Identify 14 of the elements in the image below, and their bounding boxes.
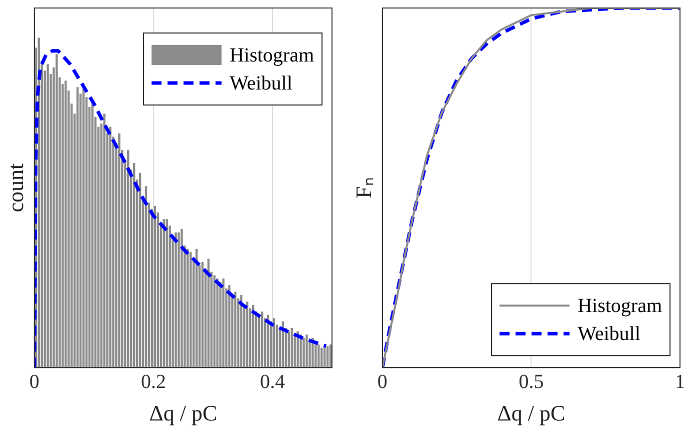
x-axis-title: Δq / pC: [149, 400, 218, 426]
x-tick-label: 0.5: [518, 370, 544, 393]
x-tick-label: 0: [29, 370, 40, 393]
y-axis-title: Fₙ: [350, 177, 376, 198]
legend-label: Histogram: [578, 294, 662, 317]
x-axis-title: Δq / pC: [497, 400, 566, 426]
legend-label: Histogram: [230, 44, 314, 66]
y-axis-title: count: [2, 163, 28, 212]
legend-label: Weibull: [230, 72, 293, 94]
x-tick-label: 1: [675, 370, 685, 393]
x-tick-label: 0.4: [260, 370, 285, 393]
x-tick-label: 0: [377, 370, 388, 393]
x-tick-label: 0.2: [140, 370, 166, 393]
legend-label: Weibull: [578, 322, 641, 345]
